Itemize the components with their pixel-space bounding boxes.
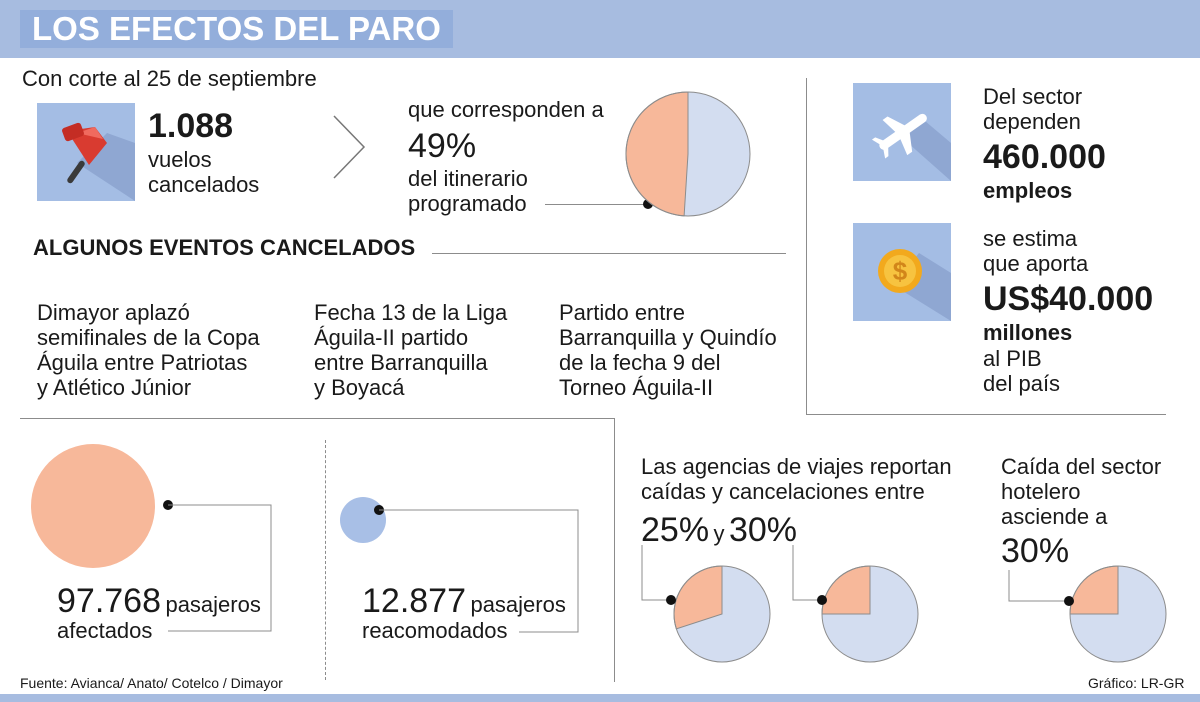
hotels-pie [1069,565,1167,663]
events-heading: ALGUNOS EVENTOS CANCELADOS [33,235,416,260]
share-line-3: programado [408,191,527,216]
event-item: Fecha 13 de la Liga Águila-II partido en… [314,300,507,400]
chevron-right-icon [333,115,366,179]
dollar-coin-icon: $ [878,249,951,321]
jobs-line-1: Del sector [983,84,1083,109]
share-leader-dot [643,199,653,209]
relocated-label-2: reacomodados [362,618,508,643]
agencies-connector: y [713,521,725,546]
hotels-leader-dot [1064,596,1074,606]
agencies-line-1: Las agencias de viajes reportan [641,454,952,479]
share-value: 49% [408,127,477,165]
affected-label-1: pasajeros [165,592,261,617]
credit-note: Gráfico: LR-GR [1088,675,1185,691]
hotels-value: 30% [1001,532,1070,570]
jobs-unit: empleos [983,178,1073,203]
event-item: Dimayor aplazó semifinales de la Copa Ág… [37,300,260,400]
jobs-value: 460.000 [983,138,1106,176]
event-2-line-1: Fecha 13 de la Liga [314,300,508,325]
affected-caption: 97.768 pasajeros [57,583,261,619]
agencies-drop-slice [821,565,871,615]
footer-band [0,694,1200,702]
event-2-line-4: y Boyacá [314,375,405,400]
hotels-line-2: hotelero [1001,479,1081,504]
itinerary-pie [625,91,751,217]
relocated-label-1: pasajeros [470,592,566,617]
event-2-line-3: entre Barranquilla [314,350,488,375]
agencies-pie-1 [673,565,771,663]
agencies-pie-2 [821,565,919,663]
hotels-drop-slice [1069,565,1119,615]
jobs-line-2: dependen [983,109,1081,134]
share-line-1: que corresponden a [408,97,604,122]
hotels-line-1: Caída del sector [1001,454,1162,479]
gdp-unit: millones [983,320,1073,345]
events-heading-rule [432,253,786,254]
affected-value: 97.768 [57,582,161,620]
event-1-line-2: semifinales de la Copa [37,325,260,350]
relocated-value: 12.877 [362,582,466,620]
right-panel-divider [806,78,807,414]
pushpin-icon [62,122,135,201]
cutoff-text: Con corte al 25 de septiembre [22,66,317,91]
gdp-value: US$40.000 [983,280,1154,318]
event-3-line-4: Torneo Águila-II [559,375,714,400]
affected-label-2: afectados [57,618,153,643]
event-1-line-4: y Atlético Júnior [37,375,192,400]
event-1-line-1: Dimayor aplazó [37,300,190,325]
agencies-value-high: 30% [728,511,798,549]
gdp-line-2: que aporta [983,251,1089,276]
gdp-line-3: al PIB [983,346,1042,371]
relocated-leader-line [379,509,579,633]
event-3-line-3: de la fecha 9 del [559,350,721,375]
agencies-range: 25% y 30% [641,512,797,548]
flights-count: 1.088 [148,107,234,145]
hotels-leader [1008,570,1068,602]
share-leader-line [545,204,647,205]
passengers-divider [614,418,615,682]
relocated-caption: 12.877 pasajeros [362,583,566,619]
affected-leader-line [168,504,272,632]
page-title: LOS EFECTOS DEL PARO [20,10,453,48]
agencies-leader-dot-2 [817,595,827,605]
agencies-leader-dot-1 [666,595,676,605]
agencies-value-low: 25% [641,511,710,549]
svg-text:$: $ [893,256,908,286]
event-3-line-2: Barranquilla y Quindío [559,325,777,350]
agencies-line-2: caídas y cancelaciones entre [641,479,925,504]
coin-icon-box: $ [853,223,951,321]
event-2-line-2: Águila-II partido [314,325,469,350]
hotels-line-3: asciende a [1001,504,1108,529]
gdp-line-1: se estima [983,226,1078,251]
flights-label-2: cancelados [148,172,260,197]
source-note: Fuente: Avianca/ Anato/ Cotelco / Dimayo… [20,675,283,691]
events-bottom-rule [20,418,614,419]
affected-bubble [31,444,155,568]
event-item: Partido entre Barranquilla y Quindío de … [559,300,777,400]
airplane-icon [871,113,951,181]
passengers-dashed-divider [325,440,326,680]
share-line-2: del itinerario [408,166,528,191]
gdp-line-4: del país [983,371,1061,396]
cancelled-share-slice [625,91,689,217]
agencies-leader-1 [641,545,671,601]
pin-icon-box [37,103,135,201]
flights-label-1: vuelos [148,147,212,172]
plane-icon-box [853,83,951,181]
agencies-leader-2 [792,545,822,601]
event-3-line-1: Partido entre [559,300,685,325]
right-panel-rule [806,414,1166,415]
event-1-line-3: Águila entre Patriotas [37,350,248,375]
